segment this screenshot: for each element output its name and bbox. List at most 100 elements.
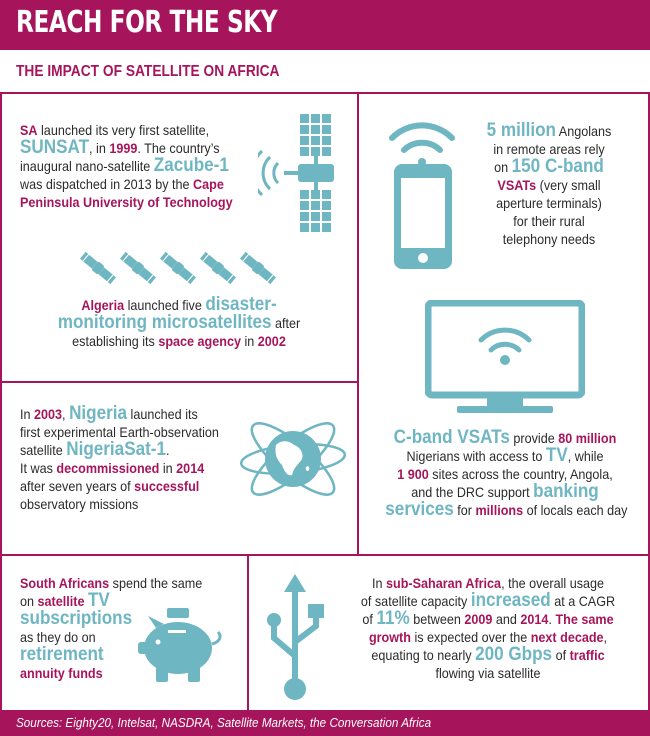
body-text: , while	[567, 448, 604, 464]
body-text: was dispatched in 2013 by the	[20, 176, 194, 192]
body-text: ,	[603, 629, 608, 645]
highlight-text: increased	[470, 590, 551, 611]
highlight-text: 11%	[376, 608, 410, 629]
highlight-text: 2002	[257, 333, 286, 349]
body-text: flowing via satellite	[435, 665, 541, 681]
text-line: after seven years of successful	[20, 477, 219, 495]
body-text: (very small	[536, 177, 601, 193]
text-line: Nigerians with access to TV, while	[385, 445, 624, 466]
body-text: for	[453, 502, 476, 518]
highlight-text: SA	[20, 122, 38, 138]
highlight-text: satellite	[37, 593, 85, 609]
body-text: at a CAGR	[550, 593, 616, 609]
highlight-text: annuity funds	[20, 665, 103, 681]
body-text: telephony needs	[502, 231, 596, 247]
text-line: observatory missions	[20, 495, 219, 513]
highlight-text: SUNSAT	[20, 137, 90, 158]
body-text: of	[552, 647, 570, 663]
usb-icon	[267, 574, 324, 700]
text-line: was dispatched in 2013 by the Cape	[20, 175, 233, 193]
algeria-panel-text: Algeria launched five disaster-monitorin…	[44, 294, 314, 350]
text-line: 1 900 sites across the country, Angola,	[385, 465, 624, 483]
sources-footnote: Sources: Eighty20, Intelsat, NASDRA, Sat…	[16, 715, 432, 730]
highlight-text: successful	[134, 478, 200, 494]
highlight-text: space agency	[158, 333, 241, 349]
angola-panel-text: 5 million Angolans in remote areas rely on…	[482, 120, 617, 248]
text-line: inaugural nano-satellite Zacube-1	[20, 156, 233, 175]
text-line: of satellite capacity increased at a CAG…	[353, 590, 623, 611]
text-line: Algeria launched five disaster-	[44, 294, 314, 315]
body-text: spend the same	[109, 575, 203, 591]
body-text: aperture terminals)	[496, 195, 602, 211]
highlight-text: 2014	[176, 460, 205, 476]
text-line: subscriptions	[20, 609, 202, 628]
body-text: in	[240, 333, 258, 349]
text-line: South Africans spend the same	[20, 574, 202, 592]
body-text: on	[20, 593, 38, 609]
highlight-text: sub-Saharan Africa	[385, 575, 502, 591]
body-text: In	[371, 575, 386, 591]
cband-panel-text: C-band VSATs provide 80 million Nigerians…	[385, 427, 628, 519]
text-line: on 150 C-band	[482, 157, 617, 176]
body-text: in remote areas rely	[493, 141, 605, 157]
highlight-text: millions	[475, 502, 524, 518]
body-text: Angolans	[556, 123, 612, 139]
highlight-text: traffic	[569, 647, 605, 663]
text-line: on satellite TV	[20, 590, 202, 611]
body-text: equating to nearly	[371, 647, 476, 663]
body-text: .	[166, 442, 170, 458]
text-line: VSATs (very small	[482, 176, 617, 194]
subtitle: THE IMPACT OF SATELLITE ON AFRICA	[16, 63, 280, 80]
body-text: for their rural	[513, 213, 585, 229]
text-line: first experimental Earth-observation	[20, 423, 219, 441]
highlight-text: monitoring microsatellites	[57, 312, 272, 333]
divider-top	[0, 92, 650, 94]
piggy-bank-icon	[138, 608, 222, 682]
text-line: growth is expected over the next decade,	[353, 628, 623, 646]
text-line: C-band VSATs provide 80 million	[385, 427, 624, 448]
text-line: annuity funds	[20, 664, 202, 682]
main-title: REACH FOR THE SKY	[16, 5, 278, 40]
highlight-text: C-band VSATs	[393, 427, 510, 448]
text-line: 5 million Angolans	[482, 120, 617, 141]
text-line: services for millions of locals each day	[385, 500, 628, 519]
body-text: after	[271, 315, 301, 331]
highlight-text: 1999	[109, 140, 138, 156]
satellite-icon	[258, 114, 334, 232]
subsaharan-panel-text: In sub-Saharan Africa, the overall usage…	[353, 574, 623, 682]
highlight-text: 2009	[464, 611, 493, 627]
text-line: telephony needs	[482, 230, 617, 248]
text-line: for their rural	[482, 212, 617, 230]
highlight-text: 200 Gbps	[475, 644, 553, 665]
text-line: In 2003, Nigeria launched its	[20, 404, 219, 423]
body-text: is expected over the	[410, 629, 531, 645]
divider-bottom	[0, 554, 650, 556]
text-line: It was decommissioned in 2014	[20, 459, 219, 477]
right-border	[648, 92, 650, 710]
text-line: and the DRC support banking	[385, 482, 624, 501]
highlight-text: Cape	[193, 176, 224, 192]
highlight-text: NigeriaSat-1	[66, 439, 167, 460]
text-line: equating to nearly 200 Gbps of traffic	[353, 644, 623, 665]
body-text: of	[362, 611, 377, 627]
text-line: In sub-Saharan Africa, the overall usage	[353, 574, 623, 592]
highlight-text: TV	[87, 590, 110, 611]
highlight-text: retirement	[20, 644, 104, 665]
highlight-text: 5 million	[486, 120, 557, 141]
highlight-text: 1 900	[397, 466, 429, 482]
divider-bottom-vertical	[247, 554, 249, 710]
highlight-text: TV	[545, 445, 568, 466]
highlight-text: disaster-	[205, 294, 277, 315]
text-line: flowing via satellite	[353, 664, 623, 682]
globe-orbit-icon	[239, 422, 347, 496]
body-text: launched its very first satellite,	[37, 122, 210, 138]
body-text: launched its	[127, 406, 198, 422]
body-text: , the overall usage	[501, 575, 605, 591]
highlight-text: The same	[555, 611, 614, 627]
text-line: SA launched its very first satellite,	[20, 121, 233, 139]
body-text: of locals each day	[523, 502, 628, 518]
text-line: in remote areas rely	[482, 140, 617, 158]
text-line: monitoring microsatellites after	[44, 312, 314, 333]
text-line: SUNSAT, in 1999. The country’s	[20, 137, 233, 158]
text-line: satellite NigeriaSat-1.	[20, 439, 219, 460]
